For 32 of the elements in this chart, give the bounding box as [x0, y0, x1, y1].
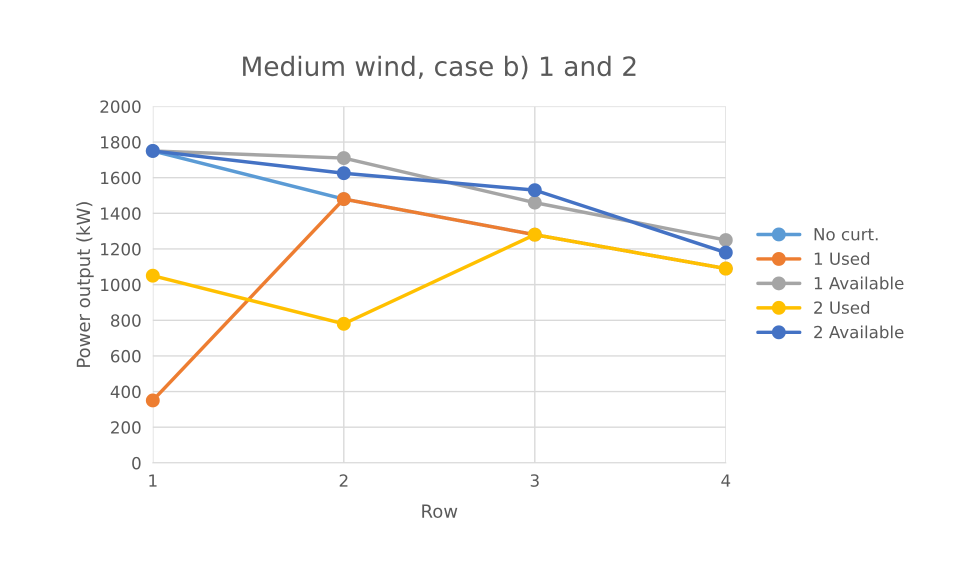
point	[336, 166, 351, 180]
y-tick-label: 800	[111, 314, 141, 327]
legend-label: 1 Used	[814, 252, 870, 265]
y-tick-label: 0	[132, 456, 141, 470]
x-tick-label: 3	[530, 474, 539, 487]
point	[718, 246, 733, 260]
x-tick-label: 4	[721, 474, 730, 487]
y-tick-label: 200	[111, 421, 141, 434]
y-tick-label: 2000	[100, 100, 141, 113]
y-tick-label: 400	[110, 386, 141, 398]
legend-label: 1 Available	[814, 276, 904, 290]
legend-label: No curt.	[814, 228, 878, 241]
y-tick-label: 1400	[101, 207, 141, 220]
y-tick-label: 1000	[101, 278, 141, 292]
legend-label: 2 Available	[814, 325, 904, 338]
chart-title: Medium wind, case b) 1 and 2	[243, 56, 636, 80]
x-tick-label: 2	[340, 474, 348, 487]
x-axis-title: Row	[422, 504, 458, 518]
y-tick-label: 600	[111, 350, 141, 362]
x-tick-label: 1	[149, 474, 157, 487]
legend-label: 2 Used	[814, 301, 870, 314]
y-tick-label: 1800	[101, 136, 141, 149]
point	[528, 183, 542, 198]
y-axis-title: Power output (kW)	[76, 202, 94, 367]
point	[718, 233, 733, 248]
point	[146, 394, 160, 408]
point	[528, 196, 542, 210]
point	[146, 268, 160, 283]
point	[336, 316, 351, 331]
y-tick-label: 1600	[101, 172, 141, 184]
y-tick-label: 1200	[101, 242, 141, 256]
point	[336, 151, 351, 166]
